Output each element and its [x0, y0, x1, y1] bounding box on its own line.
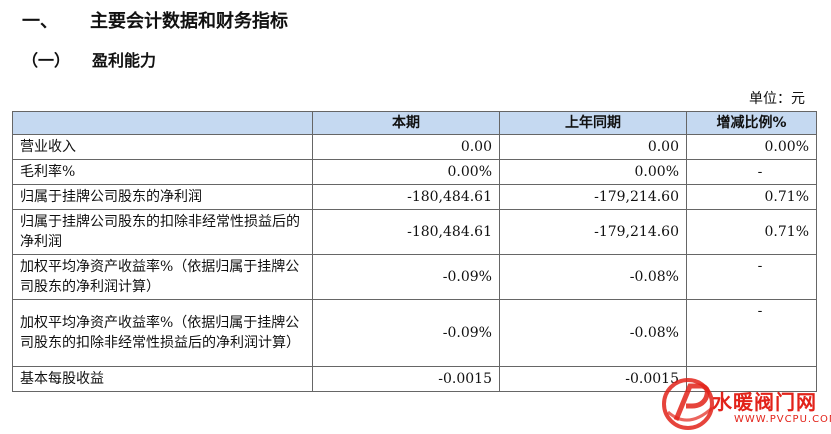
cell-current: -180,484.61: [312, 184, 500, 210]
watermark-brand: 水暖阀门网: [712, 390, 817, 414]
cell-current: -180,484.61: [312, 209, 500, 255]
cell-change: -: [686, 254, 817, 300]
table-row: 加权平均净资产收益率%（依据归属于挂牌公司股东的扣除非经常性损益后的净利润计算）…: [12, 299, 817, 367]
cell-prior: 0.00%: [499, 159, 687, 185]
row-label: 加权平均净资产收益率%（依据归属于挂牌公司股东的净利润计算）: [12, 254, 313, 300]
header-cell-current: 本期: [312, 111, 500, 135]
cell-change: 0.71%: [686, 209, 817, 255]
cell-change: 0.71%: [686, 184, 817, 210]
cell-current: -0.09%: [312, 299, 500, 367]
header-row: 本期 上年同期 增减比例%: [12, 111, 817, 135]
header-cell-change: 增减比例%: [686, 111, 817, 135]
cell-prior: -0.08%: [499, 299, 687, 367]
financial-table: 本期 上年同期 增减比例% 营业收入 0.00 0.00 0.00% 毛利率% …: [12, 111, 817, 392]
cell-prior: -0.08%: [499, 254, 687, 300]
cell-change: -: [686, 159, 817, 185]
cell-prior: -179,214.60: [499, 184, 687, 210]
watermark-url: WWW.PVCPU.COM: [734, 414, 831, 425]
cell-current: 0.00%: [312, 159, 500, 185]
table-row: 加权平均净资产收益率%（依据归属于挂牌公司股东的净利润计算） -0.09% -0…: [12, 254, 817, 300]
header-cell-blank: [12, 111, 313, 135]
row-label: 基本每股收益: [12, 366, 313, 392]
cell-prior: 0.00: [499, 134, 687, 160]
cell-prior: -179,214.60: [499, 209, 687, 255]
table-row: 营业收入 0.00 0.00 0.00%: [12, 134, 817, 160]
cell-change: 0.00%: [686, 134, 817, 160]
row-label: 归属于挂牌公司股东的净利润: [12, 184, 313, 210]
table-row: 毛利率% 0.00% 0.00% -: [12, 159, 817, 185]
section-title: 主要会计数据和财务指标: [90, 11, 288, 32]
cell-current: -0.09%: [312, 254, 500, 300]
cell-prior: -0.0015: [499, 366, 687, 392]
section-number: 一、: [22, 11, 58, 32]
subsection-number: （一）: [22, 51, 71, 70]
cell-change: -: [686, 299, 817, 367]
table-row: 归属于挂牌公司股东的净利润 -180,484.61 -179,214.60 0.…: [12, 184, 817, 210]
watermark-logo-icon: [662, 378, 714, 430]
row-label: 加权平均净资产收益率%（依据归属于挂牌公司股东的扣除非经常性损益后的净利润计算）: [12, 299, 313, 367]
row-label: 营业收入: [12, 134, 313, 160]
subsection-title: 盈利能力: [92, 51, 157, 70]
row-label: 毛利率%: [12, 159, 313, 185]
row-label: 归属于挂牌公司股东的扣除非经常性损益后的净利润: [12, 209, 313, 255]
cell-current: 0.00: [312, 134, 500, 160]
table-row: 归属于挂牌公司股东的扣除非经常性损益后的净利润 -180,484.61 -179…: [12, 209, 817, 255]
unit-label: 单位：元: [749, 91, 805, 107]
header-cell-prior: 上年同期: [499, 111, 687, 135]
cell-current: -0.0015: [312, 366, 500, 392]
